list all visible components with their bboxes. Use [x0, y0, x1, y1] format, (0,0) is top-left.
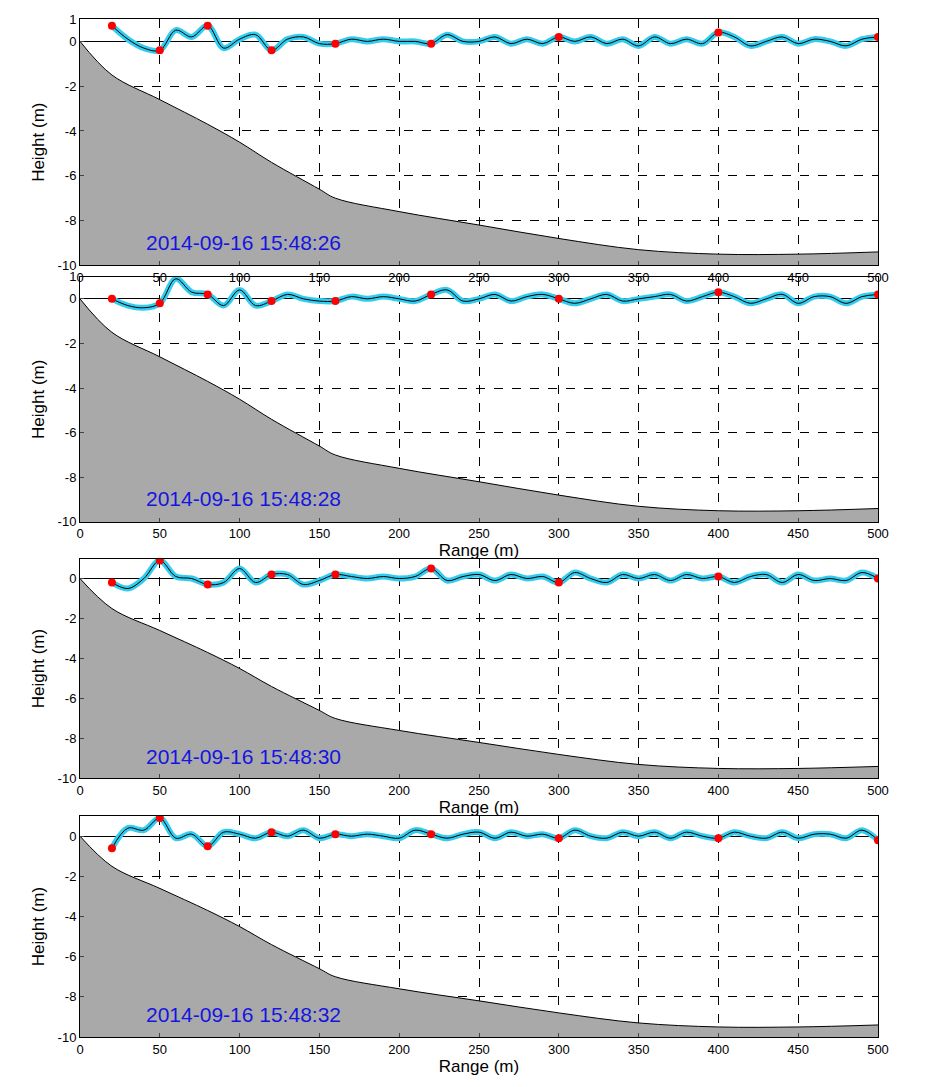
svg-text:50: 50	[153, 783, 167, 798]
svg-text:-6: -6	[65, 691, 77, 706]
svg-text:150: 150	[309, 270, 331, 285]
svg-text:500: 500	[867, 270, 889, 285]
svg-text:450: 450	[787, 526, 809, 541]
svg-text:2014-09-16 15:48:26: 2014-09-16 15:48:26	[146, 231, 341, 254]
svg-text:450: 450	[787, 270, 809, 285]
svg-text:1: 1	[69, 269, 76, 284]
svg-text:400: 400	[708, 1042, 730, 1057]
svg-text:Range (m): Range (m)	[439, 541, 519, 560]
svg-text:500: 500	[867, 783, 889, 798]
svg-text:0: 0	[76, 270, 83, 285]
svg-text:400: 400	[708, 783, 730, 798]
svg-text:150: 150	[309, 1042, 331, 1057]
svg-text:500: 500	[867, 526, 889, 541]
svg-text:0: 0	[76, 783, 83, 798]
svg-text:100: 100	[229, 1042, 251, 1057]
svg-text:-8: -8	[65, 470, 77, 485]
svg-text:350: 350	[628, 1042, 650, 1057]
svg-text:2014-09-16 15:48:28: 2014-09-16 15:48:28	[146, 487, 341, 510]
svg-text:200: 200	[388, 783, 410, 798]
svg-text:450: 450	[787, 1042, 809, 1057]
svg-text:1: 1	[69, 12, 76, 27]
svg-text:-10: -10	[58, 1030, 77, 1045]
svg-text:0: 0	[76, 1042, 83, 1057]
svg-text:200: 200	[388, 1042, 410, 1057]
svg-text:-6: -6	[65, 949, 77, 964]
svg-text:250: 250	[468, 526, 490, 541]
svg-text:300: 300	[548, 783, 570, 798]
svg-text:-2: -2	[65, 79, 77, 94]
svg-text:0: 0	[69, 571, 76, 586]
svg-text:-4: -4	[65, 124, 77, 139]
svg-text:200: 200	[388, 526, 410, 541]
svg-text:Range (m): Range (m)	[439, 1057, 519, 1076]
svg-text:-6: -6	[65, 168, 77, 183]
svg-text:500: 500	[867, 1042, 889, 1057]
svg-text:-8: -8	[65, 213, 77, 228]
svg-text:0: 0	[69, 34, 76, 49]
svg-text:Height (m): Height (m)	[29, 102, 48, 181]
svg-text:-10: -10	[58, 514, 77, 529]
svg-text:350: 350	[628, 526, 650, 541]
svg-text:250: 250	[468, 783, 490, 798]
svg-text:200: 200	[388, 270, 410, 285]
svg-text:-8: -8	[65, 989, 77, 1004]
svg-text:-6: -6	[65, 425, 77, 440]
svg-text:400: 400	[708, 270, 730, 285]
svg-text:-2: -2	[65, 611, 77, 626]
svg-text:Range (m): Range (m)	[439, 798, 519, 817]
svg-text:0: 0	[69, 291, 76, 306]
svg-text:0: 0	[69, 829, 76, 844]
svg-text:-8: -8	[65, 731, 77, 746]
svg-text:300: 300	[548, 270, 570, 285]
svg-text:300: 300	[548, 526, 570, 541]
svg-text:100: 100	[229, 526, 251, 541]
svg-text:-2: -2	[65, 336, 77, 351]
svg-text:300: 300	[548, 1042, 570, 1057]
svg-text:-10: -10	[58, 771, 77, 786]
svg-text:350: 350	[628, 783, 650, 798]
svg-text:Height (m): Height (m)	[29, 629, 48, 708]
svg-text:Height (m): Height (m)	[29, 887, 48, 966]
svg-text:250: 250	[468, 1042, 490, 1057]
svg-text:-4: -4	[65, 909, 77, 924]
svg-text:50: 50	[153, 526, 167, 541]
svg-text:450: 450	[787, 783, 809, 798]
svg-text:Height (m): Height (m)	[29, 360, 48, 439]
svg-text:0: 0	[76, 526, 83, 541]
svg-text:50: 50	[153, 270, 167, 285]
svg-text:400: 400	[708, 526, 730, 541]
svg-text:2014-09-16 15:48:32: 2014-09-16 15:48:32	[146, 1003, 341, 1026]
svg-text:-2: -2	[65, 869, 77, 884]
svg-text:2014-09-16 15:48:30: 2014-09-16 15:48:30	[146, 745, 341, 768]
svg-text:250: 250	[468, 270, 490, 285]
svg-text:350: 350	[628, 270, 650, 285]
svg-text:50: 50	[153, 1042, 167, 1057]
svg-text:150: 150	[309, 526, 331, 541]
svg-text:-4: -4	[65, 381, 77, 396]
svg-text:-10: -10	[58, 258, 77, 273]
svg-text:-4: -4	[65, 651, 77, 666]
svg-text:100: 100	[229, 783, 251, 798]
svg-text:100: 100	[229, 270, 251, 285]
svg-text:150: 150	[309, 783, 331, 798]
